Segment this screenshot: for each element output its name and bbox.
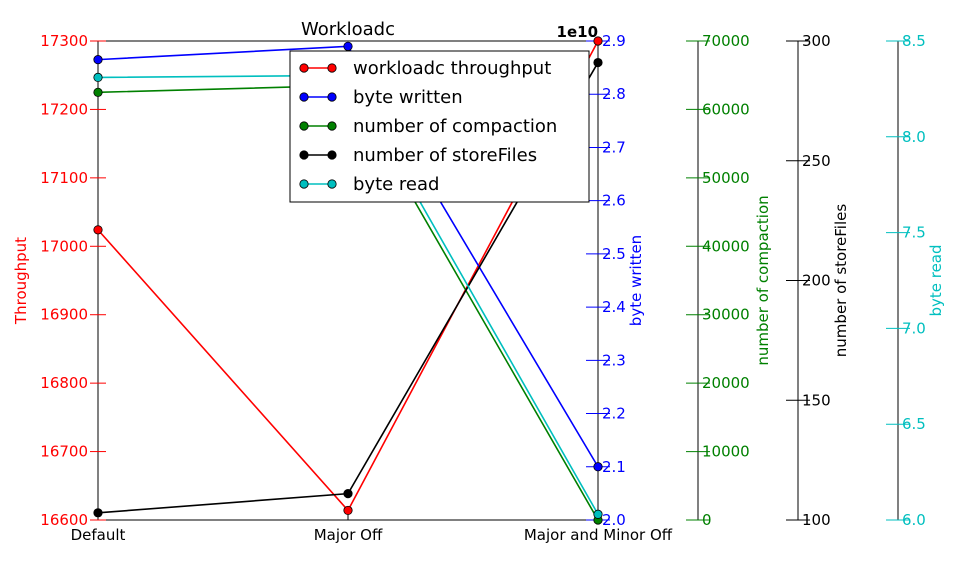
throughput-tick-label: 17300: [40, 32, 88, 50]
series-point: [593, 57, 603, 68]
bytes_written-tick-label: 2.4: [602, 298, 626, 316]
compactions-tick-label: 30000: [702, 306, 750, 324]
bytes_written-axis-label: byte written: [627, 235, 645, 326]
storefiles-tick-label: 200: [802, 272, 831, 290]
bytes_read-axis-label: byte read: [927, 244, 945, 316]
compactions-tick-label: 60000: [702, 100, 750, 118]
bytes_written-tick-label: 2.3: [602, 351, 626, 369]
x-tick-label: Major Off: [314, 526, 383, 544]
legend-label: byte read: [353, 174, 439, 195]
legend-marker: [327, 150, 337, 160]
bytes_written-tick-label: 2.7: [602, 138, 626, 156]
bytes_read-tick-label: 7.5: [902, 224, 926, 242]
series-point: [93, 55, 103, 65]
legend-marker: [299, 150, 309, 160]
throughput-axis-label: Throughput: [12, 237, 30, 325]
bytes_written-tick-label: 2.1: [602, 458, 626, 476]
legend-label: workloadc throughput: [353, 58, 551, 79]
throughput-tick-label: 16700: [40, 443, 88, 461]
throughput-tick-label: 17000: [40, 237, 88, 255]
legend-marker: [299, 179, 309, 189]
legend-marker: [299, 92, 309, 102]
storefiles-tick-label: 300: [802, 32, 831, 50]
legend-marker: [327, 63, 337, 73]
bytes_written-tick-label: 2.9: [602, 32, 626, 50]
bytes_read-tick-label: 6.0: [902, 511, 926, 529]
storefiles-axis-label: number of storeFiles: [832, 204, 850, 358]
legend-box: [289, 50, 590, 203]
legend-marker: [327, 179, 337, 189]
chart-legend: workloadc throughput byte written number o…: [289, 50, 590, 203]
compactions-tick-label: 0: [702, 511, 712, 529]
bytes_written-tick-label: 2.6: [602, 192, 626, 210]
series-point: [93, 225, 103, 235]
storefiles-tick-label: 250: [802, 152, 831, 170]
throughput-tick-label: 16600: [40, 511, 88, 529]
bytes_written-tick-label: 2.5: [602, 245, 626, 263]
legend-label: byte written: [353, 87, 463, 108]
x-tick-label: Default: [71, 526, 126, 544]
legend-label: number of compaction: [353, 116, 557, 137]
compactions-tick-label: 50000: [702, 169, 750, 187]
compactions-tick-label: 70000: [702, 32, 750, 50]
series-point: [343, 489, 353, 499]
compactions-tick-label: 20000: [702, 374, 750, 392]
compactions-axis-label: number of compaction: [754, 195, 772, 365]
series-point: [343, 41, 353, 51]
storefiles-tick-label: 100: [802, 511, 831, 529]
series-point: [93, 87, 103, 97]
legend-marker: [327, 92, 337, 102]
bytes_read-tick-label: 6.5: [902, 415, 926, 433]
throughput-tick-label: 16800: [40, 374, 88, 392]
throughput-tick-label: 17100: [40, 169, 88, 187]
series-point: [343, 505, 353, 516]
compactions-tick-label: 40000: [702, 237, 750, 255]
bytes_written-tick-label: 2.8: [602, 85, 626, 103]
bytes_read-tick-label: 8.5: [902, 32, 926, 50]
series-point: [593, 509, 603, 519]
series-point: [593, 36, 603, 46]
legend-marker: [299, 63, 309, 73]
bytes_written-offset-text: 1e10: [557, 23, 598, 41]
bytes_read-tick-label: 7.0: [902, 319, 926, 337]
throughput-tick-label: 17200: [40, 100, 88, 118]
series-point: [93, 508, 103, 518]
legend-marker: [299, 121, 309, 131]
series-point: [93, 72, 103, 83]
chart-axes: Default Major Off Major and Minor Off 16600…: [12, 23, 945, 544]
chart-title: Workloadc: [301, 19, 395, 40]
throughput-tick-label: 16900: [40, 306, 88, 324]
legend-label: number of storeFiles: [353, 145, 537, 166]
x-tick-label: Major and Minor Off: [524, 526, 673, 544]
series-point: [593, 462, 603, 472]
storefiles-tick-label: 150: [802, 391, 831, 409]
bytes_written-tick-label: 2.0: [602, 511, 626, 529]
compactions-tick-label: 10000: [702, 443, 750, 461]
legend-marker: [327, 121, 337, 131]
bytes_read-tick-label: 8.0: [902, 128, 926, 146]
bytes_written-tick-label: 2.2: [602, 405, 626, 423]
